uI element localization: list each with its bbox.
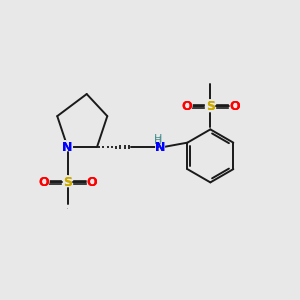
- Text: O: O: [85, 175, 98, 190]
- Text: S: S: [205, 99, 216, 114]
- Text: S: S: [63, 176, 72, 189]
- Text: H: H: [154, 136, 162, 146]
- Text: O: O: [180, 99, 193, 114]
- Text: O: O: [181, 100, 191, 113]
- Text: S: S: [67, 208, 68, 209]
- Text: N: N: [61, 140, 74, 154]
- Text: O: O: [181, 100, 191, 113]
- Text: S: S: [206, 100, 215, 113]
- Text: O: O: [37, 175, 50, 190]
- Text: H: H: [154, 134, 162, 144]
- Text: N: N: [62, 141, 73, 154]
- Text: N: N: [154, 140, 167, 154]
- Text: O: O: [38, 176, 49, 189]
- Text: O: O: [229, 100, 240, 113]
- Text: N: N: [155, 141, 166, 154]
- Text: S: S: [62, 175, 73, 190]
- Text: S: S: [206, 100, 215, 113]
- Text: N: N: [62, 141, 73, 154]
- Text: O: O: [228, 99, 241, 114]
- Text: N: N: [154, 140, 167, 154]
- Text: N: N: [155, 141, 166, 154]
- Text: H: H: [153, 132, 163, 145]
- Text: S: S: [63, 176, 72, 189]
- Text: O: O: [229, 100, 240, 113]
- Text: O: O: [86, 176, 97, 189]
- Text: O: O: [86, 176, 97, 189]
- Text: O: O: [38, 176, 49, 189]
